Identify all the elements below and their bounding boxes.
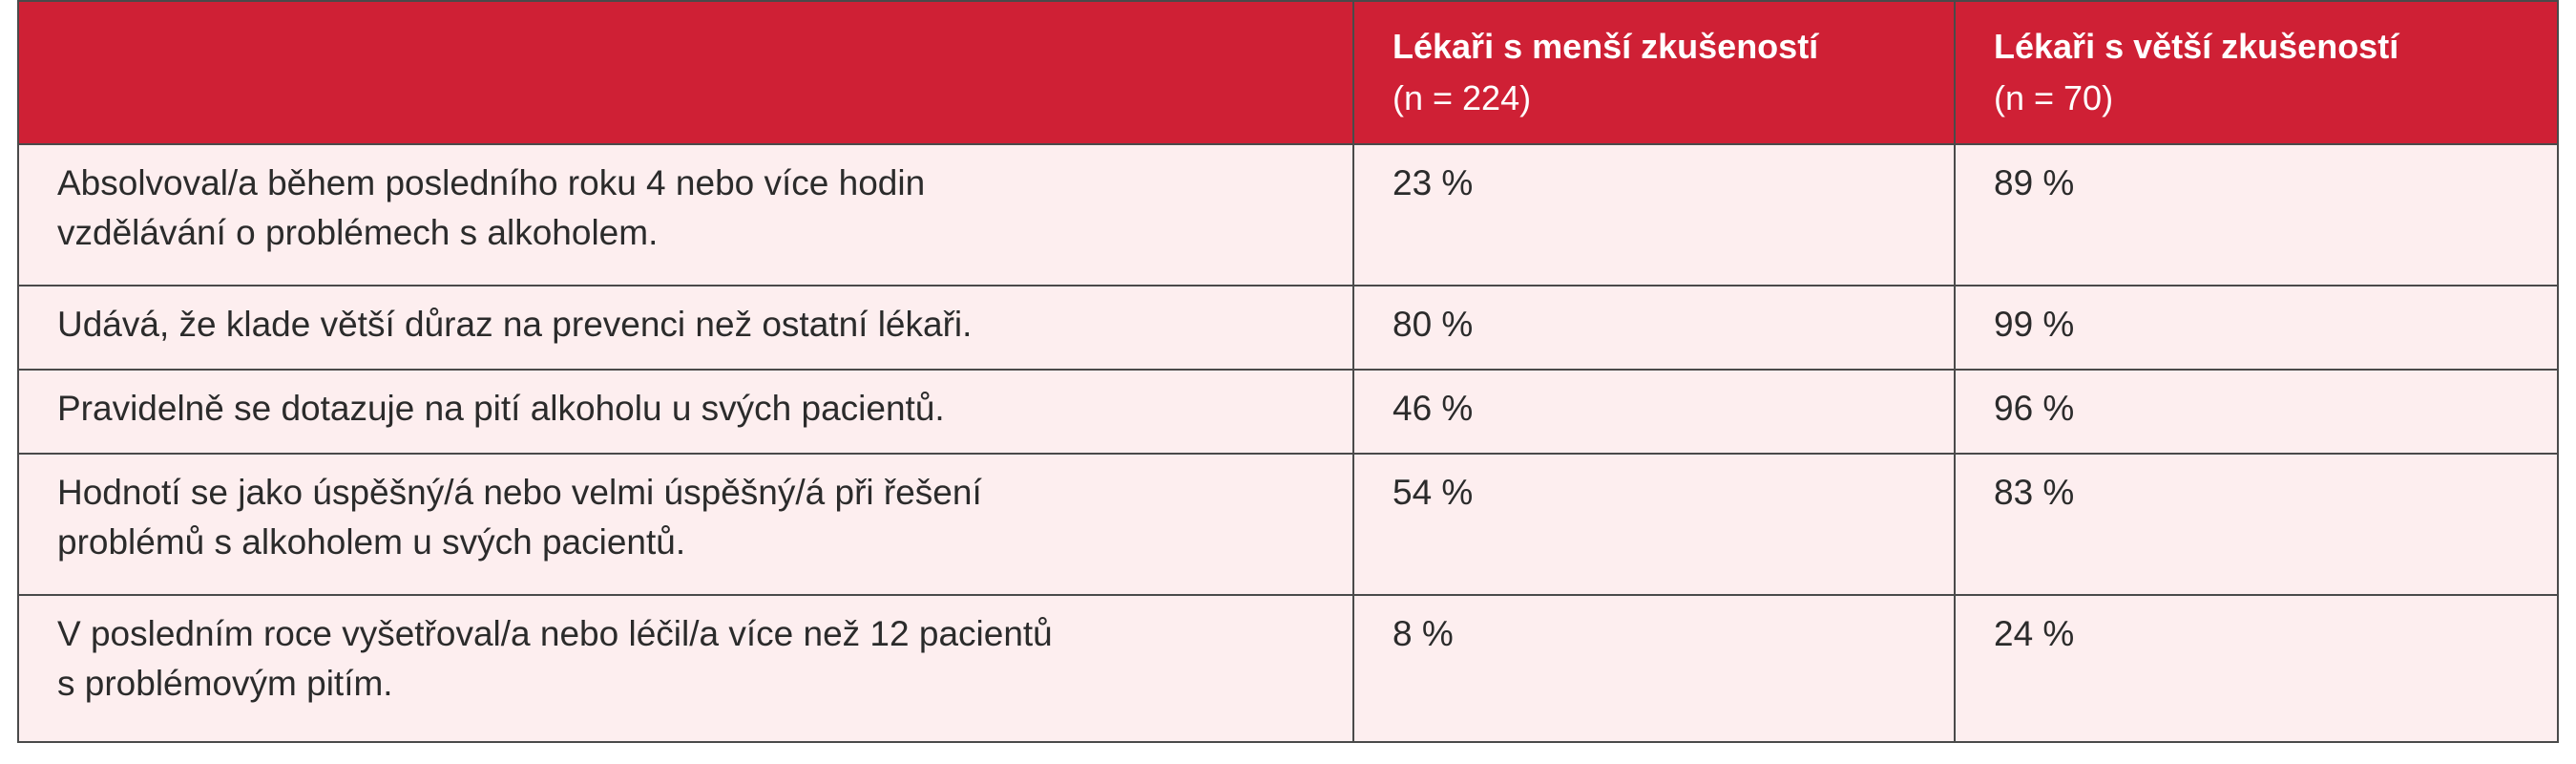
row-value-more: 89 %: [1954, 143, 2559, 286]
header-cell-more-experienced: Lékaři s větší zkušeností (n = 70): [1954, 0, 2559, 145]
row-label-line: Absolvoval/a během posledního roku 4 neb…: [57, 163, 926, 202]
table-row: Udává, že klade větší důraz na prevenci …: [17, 285, 2559, 371]
table-row: Hodnotí se jako úspěšný/á nebo velmi úsp…: [17, 453, 2559, 596]
row-label-line: V posledním roce vyšetřoval/a nebo léčil…: [57, 614, 1053, 653]
comparison-table: Lékaři s menší zkušeností (n = 224) Léka…: [17, 0, 2559, 743]
row-value-less: 46 %: [1352, 369, 1956, 455]
header-cell-less-experienced: Lékaři s menší zkušeností (n = 224): [1352, 0, 1956, 145]
row-label-line: Pravidelně se dotazuje na pití alkoholu …: [57, 389, 945, 428]
row-value-less: 54 %: [1352, 453, 1956, 596]
header-more-title: Lékaři s větší zkušeností: [1994, 27, 2399, 66]
row-label: Hodnotí se jako úspěšný/á nebo velmi úsp…: [17, 453, 1354, 596]
header-row: Lékaři s menší zkušeností (n = 224) Léka…: [17, 0, 2559, 145]
comparison-table-wrapper: Lékaři s menší zkušeností (n = 224) Léka…: [17, 0, 2559, 743]
header-less-title: Lékaři s menší zkušeností: [1393, 27, 1819, 66]
table-row: V posledním roce vyšetřoval/a nebo léčil…: [17, 594, 2559, 743]
row-label-line: vzdělávání o problémech s alkoholem.: [57, 213, 659, 252]
table-header: Lékaři s menší zkušeností (n = 224) Léka…: [17, 0, 2559, 145]
table-row: Absolvoval/a během posledního roku 4 neb…: [17, 143, 2559, 286]
row-label: Absolvoval/a během posledního roku 4 neb…: [17, 143, 1354, 286]
row-label-line: Hodnotí se jako úspěšný/á nebo velmi úsp…: [57, 473, 982, 512]
row-value-less: 80 %: [1352, 285, 1956, 371]
row-value-more: 99 %: [1954, 285, 2559, 371]
row-value-more: 83 %: [1954, 453, 2559, 596]
row-label-line: Udává, že klade větší důraz na prevenci …: [57, 305, 973, 344]
row-value-less: 8 %: [1352, 594, 1956, 743]
row-label: Udává, že klade větší důraz na prevenci …: [17, 285, 1354, 371]
header-cell-empty: [17, 0, 1354, 145]
table-body: Absolvoval/a během posledního roku 4 neb…: [17, 143, 2559, 743]
row-label-line: problémů s alkoholem u svých pacientů.: [57, 522, 686, 562]
header-more-count: (n = 70): [1994, 78, 2114, 117]
row-value-more: 96 %: [1954, 369, 2559, 455]
row-value-less: 23 %: [1352, 143, 1956, 286]
header-less-count: (n = 224): [1393, 78, 1532, 117]
row-label-line: s problémovým pitím.: [57, 664, 393, 703]
row-label: Pravidelně se dotazuje na pití alkoholu …: [17, 369, 1354, 455]
row-label: V posledním roce vyšetřoval/a nebo léčil…: [17, 594, 1354, 743]
row-value-more: 24 %: [1954, 594, 2559, 743]
table-row: Pravidelně se dotazuje na pití alkoholu …: [17, 369, 2559, 455]
